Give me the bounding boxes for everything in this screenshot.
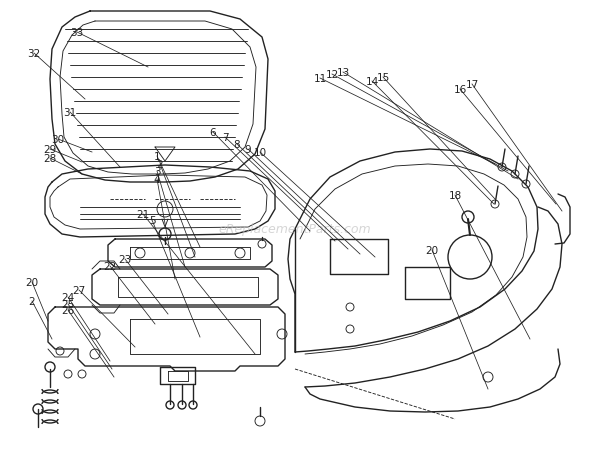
- Text: 29: 29: [44, 145, 57, 155]
- Text: 7: 7: [222, 133, 228, 143]
- Text: 20: 20: [425, 246, 438, 256]
- Text: 5: 5: [149, 216, 155, 225]
- Text: 25: 25: [61, 299, 74, 309]
- Text: 2: 2: [157, 160, 163, 170]
- Text: 33: 33: [70, 28, 84, 38]
- Text: 16: 16: [453, 85, 467, 95]
- Text: 15: 15: [376, 73, 389, 83]
- Text: 17: 17: [466, 80, 478, 90]
- Text: 2: 2: [29, 297, 35, 306]
- Text: 6: 6: [209, 128, 217, 138]
- Text: 27: 27: [73, 285, 86, 295]
- Text: 1: 1: [153, 151, 160, 162]
- Text: 21: 21: [136, 210, 150, 219]
- Text: 20: 20: [25, 277, 38, 287]
- Text: 22: 22: [103, 262, 117, 271]
- Text: 24: 24: [61, 292, 74, 302]
- Text: 3: 3: [153, 167, 160, 177]
- Text: 28: 28: [44, 154, 57, 164]
- Text: 9: 9: [245, 145, 251, 155]
- Text: 8: 8: [234, 140, 240, 150]
- Text: 26: 26: [61, 305, 74, 315]
- Text: 18: 18: [448, 190, 461, 201]
- Text: 23: 23: [119, 254, 132, 264]
- Text: eReplacementParts.com: eReplacementParts.com: [219, 223, 371, 236]
- Text: 12: 12: [325, 70, 339, 80]
- Text: 32: 32: [27, 49, 41, 59]
- Text: 31: 31: [63, 108, 77, 118]
- Text: 11: 11: [313, 74, 327, 84]
- Text: 4: 4: [153, 174, 160, 185]
- Text: 14: 14: [365, 77, 379, 87]
- Text: 10: 10: [254, 148, 267, 157]
- Text: 30: 30: [51, 134, 64, 145]
- Text: 13: 13: [336, 68, 350, 78]
